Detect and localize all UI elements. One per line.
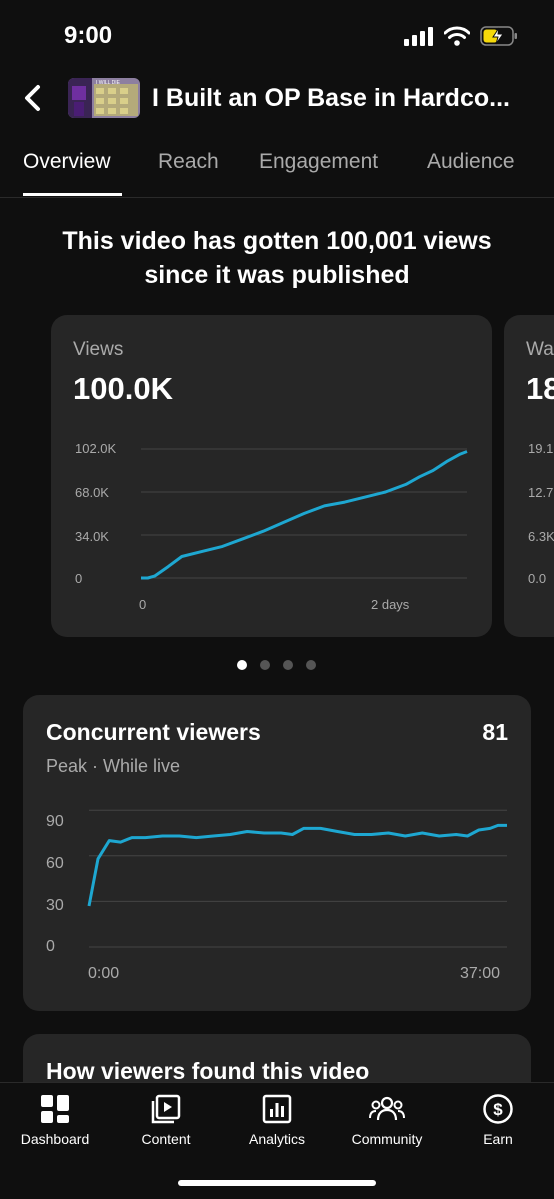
concurrent-viewers-title: Concurrent viewers bbox=[46, 719, 261, 745]
watch-time-y-tick: 6.3K bbox=[528, 529, 554, 544]
nav-dashboard[interactable]: Dashboard bbox=[0, 1093, 110, 1147]
video-title[interactable]: I Built an OP Base in Hardco... bbox=[152, 84, 510, 112]
tab-bar: Overview Reach Engagement Audience bbox=[0, 140, 554, 198]
watch-time-y-tick: 19.1 bbox=[528, 441, 554, 456]
video-header: I WILL DIE I Built an OP Base in Hardco.… bbox=[0, 74, 554, 124]
views-line-chart bbox=[141, 448, 468, 580]
video-thumbnail[interactable]: I WILL DIE bbox=[68, 78, 140, 118]
nav-analytics-label: Analytics bbox=[248, 1131, 306, 1147]
home-indicator bbox=[178, 1180, 376, 1186]
tab-reach[interactable]: Reach bbox=[158, 150, 219, 173]
traffic-sources-title: How viewers found this video bbox=[46, 1058, 370, 1084]
views-y-tick: 0 bbox=[75, 571, 83, 586]
cv-x-tick: 37:00 bbox=[460, 965, 501, 982]
watch-time-value: 18 bbox=[526, 371, 554, 406]
tab-engagement[interactable]: Engagement bbox=[259, 150, 379, 173]
tab-overview[interactable]: Overview bbox=[23, 150, 111, 173]
nav-analytics[interactable]: Analytics bbox=[222, 1093, 332, 1147]
svg-text:$: $ bbox=[493, 1100, 503, 1119]
pager-dot[interactable] bbox=[306, 660, 316, 670]
watch-time-y-tick: 0.0 bbox=[528, 571, 547, 586]
views-headline: This video has gotten 100,001 views sinc… bbox=[0, 224, 554, 292]
active-tab-indicator bbox=[23, 193, 122, 196]
analytics-icon bbox=[262, 1094, 292, 1124]
views-y-tick: 34.0K bbox=[75, 529, 109, 544]
nav-content-label: Content bbox=[141, 1131, 191, 1147]
community-icon bbox=[369, 1096, 405, 1121]
cv-y-tick: 0 bbox=[46, 938, 55, 955]
views-x-tick: 2 days bbox=[371, 597, 410, 612]
nav-dashboard-label: Dashboard bbox=[20, 1131, 90, 1147]
status-icons bbox=[404, 26, 518, 46]
views-card[interactable]: Views 100.0K 102.0K 68.0K 34.0K 0 0 2 da… bbox=[51, 315, 492, 637]
tab-audience[interactable]: Audience bbox=[427, 150, 515, 173]
thumbnail-caption: I WILL DIE bbox=[96, 80, 121, 86]
concurrent-viewers-line-chart bbox=[87, 809, 507, 948]
earn-icon: $ bbox=[483, 1094, 513, 1124]
signal-icon bbox=[404, 27, 433, 46]
carousel-pager bbox=[237, 660, 316, 670]
nav-community-label: Community bbox=[351, 1131, 423, 1147]
views-x-tick: 0 bbox=[139, 597, 147, 612]
watch-time-y-tick: 12.7 bbox=[528, 485, 554, 500]
nav-earn[interactable]: $ Earn bbox=[443, 1093, 553, 1147]
cv-y-tick: 30 bbox=[46, 897, 64, 914]
headline-line-2: since it was published bbox=[144, 261, 410, 289]
series-line bbox=[87, 823, 507, 907]
back-arrow-icon[interactable] bbox=[18, 82, 50, 114]
views-label: Views bbox=[73, 339, 124, 360]
cv-y-tick: 90 bbox=[46, 813, 64, 830]
nav-content[interactable]: Content bbox=[111, 1093, 221, 1147]
watch-time-card[interactable]: Wa 18 19.1 12.7 6.3K 0.0 bbox=[504, 315, 554, 637]
pager-dot[interactable] bbox=[237, 660, 247, 670]
views-y-tick: 102.0K bbox=[75, 441, 117, 456]
concurrent-viewers-card[interactable]: Concurrent viewers 81 Peak · While live … bbox=[23, 695, 531, 1011]
watch-time-label: Wa bbox=[526, 339, 554, 360]
battery-charging-icon bbox=[480, 26, 517, 46]
bottom-nav: Dashboard Content Analytics bbox=[0, 1082, 554, 1199]
wifi-icon bbox=[444, 26, 470, 46]
views-value: 100.0K bbox=[73, 371, 173, 406]
pager-dot[interactable] bbox=[260, 660, 270, 670]
cv-y-tick: 60 bbox=[46, 855, 64, 872]
content-icon bbox=[151, 1094, 181, 1124]
concurrent-viewers-peak: 81 bbox=[482, 719, 508, 745]
nav-earn-label: Earn bbox=[483, 1131, 513, 1147]
dashboard-icon bbox=[41, 1095, 69, 1123]
headline-line-1: This video has gotten 100,001 views bbox=[62, 227, 492, 255]
views-y-tick: 68.0K bbox=[75, 485, 109, 500]
series-line bbox=[141, 450, 468, 580]
status-time: 9:00 bbox=[64, 22, 113, 49]
cv-x-tick: 0:00 bbox=[88, 965, 120, 982]
nav-community[interactable]: Community bbox=[332, 1093, 442, 1147]
status-bar: 9:00 bbox=[0, 0, 554, 70]
pager-dot[interactable] bbox=[283, 660, 293, 670]
concurrent-viewers-subtitle: Peak · While live bbox=[46, 756, 181, 776]
